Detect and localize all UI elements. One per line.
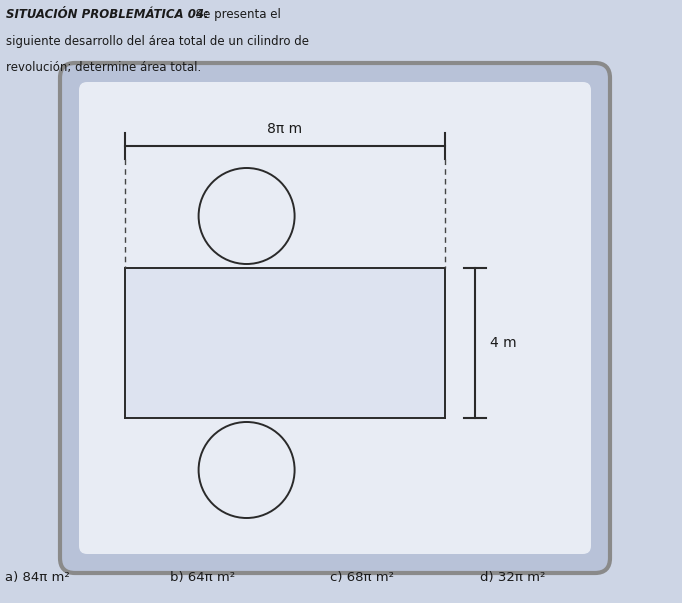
Text: 8π m: 8π m xyxy=(267,122,303,136)
FancyBboxPatch shape xyxy=(60,63,610,573)
Text: Se presenta el: Se presenta el xyxy=(192,8,281,21)
Text: a) 84π m²: a) 84π m² xyxy=(5,572,70,584)
Text: 4 m: 4 m xyxy=(490,336,517,350)
Bar xyxy=(125,268,445,418)
FancyBboxPatch shape xyxy=(79,82,591,554)
Text: revolución; determine área total.: revolución; determine área total. xyxy=(6,61,201,74)
Text: b) 64π m²: b) 64π m² xyxy=(170,572,235,584)
Text: siguiente desarrollo del área total de un cilindro de: siguiente desarrollo del área total de u… xyxy=(6,35,309,48)
Text: d) 32π m²: d) 32π m² xyxy=(480,572,546,584)
Text: SITUACIÓN PROBLEMÁTICA 04:: SITUACIÓN PROBLEMÁTICA 04: xyxy=(6,8,209,21)
Text: c) 68π m²: c) 68π m² xyxy=(330,572,394,584)
